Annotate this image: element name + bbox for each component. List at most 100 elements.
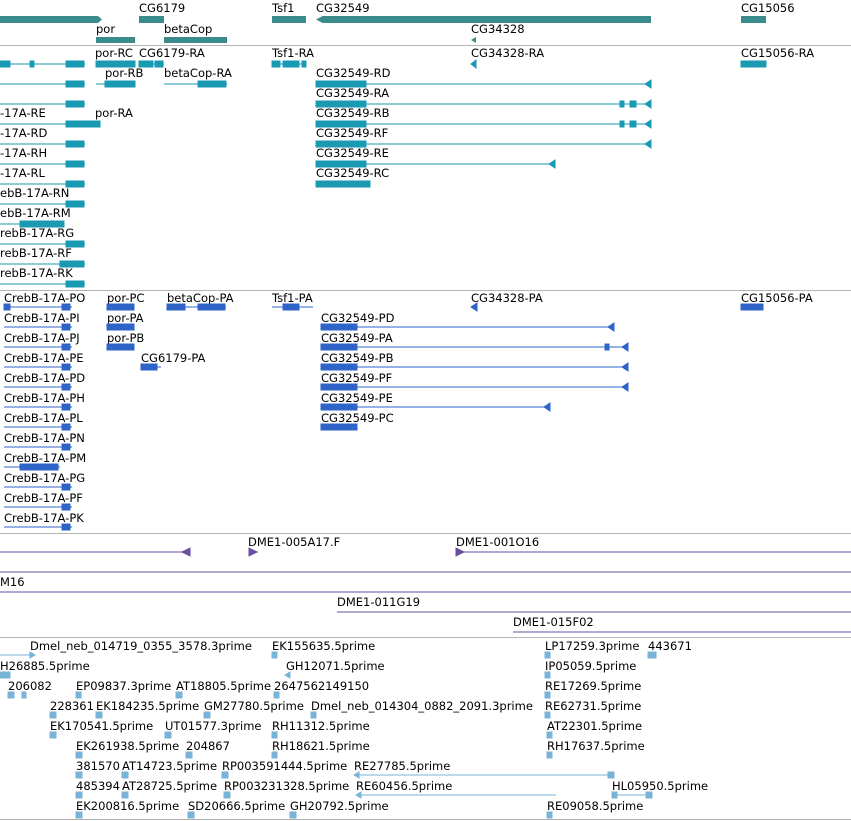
polypeptide-label[interactable]: CG32549-PE [321,391,393,405]
mrna-feature[interactable] [315,159,556,169]
mrna-feature[interactable] [0,160,85,168]
mrna-feature[interactable] [315,180,371,188]
polypeptide-feature[interactable] [320,402,551,412]
est-feature[interactable] [164,731,172,739]
est-feature[interactable] [203,711,211,719]
est-label[interactable]: Dmel_neb_014304_0882_2091.3prime [311,699,533,713]
est-feature[interactable] [544,711,551,719]
polypeptide-feature[interactable] [320,342,629,352]
est-feature[interactable] [647,651,657,659]
mrna-feature[interactable] [315,119,652,129]
polypeptide-label[interactable]: por-PC [107,291,145,305]
polypeptide-label[interactable]: CG32549-PF [321,371,393,385]
est-label[interactable]: RE09058.5prime [547,799,644,813]
polypeptide-feature[interactable] [470,302,478,312]
est-label[interactable]: AT28725.5prime [122,779,218,793]
gene-label-cg15056[interactable]: CG15056 [741,1,795,15]
polypeptide-label[interactable]: CrebB-17A-PI [4,311,80,325]
mrna-feature[interactable] [271,60,307,68]
est-label[interactable]: HL05950.5prime [612,779,709,793]
polypeptide-label[interactable]: CrebB-17A-PF [4,491,83,505]
polypeptide-label[interactable]: CrebB-17A-PG [4,471,86,485]
mrna-label[interactable]: ebB-17A-RM [0,206,71,220]
mrna-feature[interactable] [0,140,85,148]
est-feature[interactable] [611,791,653,799]
clone-label[interactable]: DME1-005A17.F [248,535,341,549]
polypeptide-feature[interactable] [4,483,72,491]
polypeptide-feature[interactable] [4,343,72,351]
gene-feature-betacop[interactable] [164,37,227,43]
polypeptide-label[interactable]: CrebB-17A-PH [4,391,85,405]
mrna-feature[interactable] [164,80,227,88]
est-feature[interactable] [271,731,278,739]
est-label[interactable]: IP05059.5prime [545,659,637,673]
est-feature[interactable] [49,731,57,739]
polypeptide-feature[interactable] [4,463,60,471]
mrna-label[interactable]: Tsf1-RA [272,46,315,60]
polypeptide-feature[interactable] [106,303,135,311]
est-feature[interactable] [289,811,297,819]
est-label[interactable]: RH18621.5prime [272,739,370,753]
est-feature[interactable] [546,811,553,819]
polypeptide-label[interactable]: CG34328-PA [471,291,543,305]
polypeptide-feature[interactable] [166,303,226,311]
mrna-label[interactable]: por-RC [95,46,133,60]
est-label[interactable]: GH12071.5prime [286,659,385,673]
mrna-label[interactable]: por-RB [105,66,144,80]
mrna-feature[interactable] [0,240,85,248]
clone-feature[interactable] [455,547,851,557]
mrna-label[interactable]: rebB-17A-RG [0,226,75,240]
est-label[interactable]: RE17269.5prime [545,679,642,693]
polypeptide-label[interactable]: por-PA [107,311,144,325]
est-feature[interactable] [353,771,615,779]
mrna-label[interactable]: rebB-17A-RF [0,246,72,260]
est-feature[interactable] [544,691,551,699]
est-feature[interactable] [544,651,551,659]
polypeptide-label[interactable]: CrebB-17A-PL [4,411,83,425]
gene-label-cg34328[interactable]: CG34328 [471,22,525,36]
est-label[interactable]: RH11312.5prime [272,719,370,733]
gene-feature-cg34328[interactable] [471,37,476,43]
est-label[interactable]: RE27785.5prime [354,759,451,773]
est-label[interactable]: 443671 [648,639,692,653]
mrna-feature[interactable] [0,100,85,108]
clone-label[interactable]: M16 [0,575,25,589]
est-label[interactable]: AT22301.5prime [547,719,643,733]
mrna-feature[interactable] [0,280,85,288]
mrna-feature[interactable] [95,60,136,68]
est-label[interactable]: Dmel_neb_014719_0355_3578.3prime [30,639,252,653]
mrna-label[interactable]: -17A-RD [0,126,48,140]
mrna-label[interactable]: rebB-17A-RK [0,266,73,280]
est-feature[interactable] [7,691,27,699]
polypeptide-label[interactable]: Tsf1-PA [272,291,313,305]
est-feature[interactable] [187,811,195,819]
polypeptide-feature[interactable] [4,443,72,451]
mrna-label[interactable]: CG32549-RC [316,166,390,180]
est-label[interactable]: GM27780.5prime [204,699,304,713]
est-feature[interactable] [121,771,129,779]
est-feature[interactable] [95,711,103,719]
gene-feature-cg6179[interactable] [139,16,164,23]
est-feature[interactable] [271,751,278,759]
clone-label[interactable]: DME1-001O16 [456,535,540,549]
mrna-label[interactable]: CG32549-RF [316,126,389,140]
polypeptide-feature[interactable] [4,523,72,531]
polypeptide-feature[interactable] [4,323,72,331]
polypeptide-feature[interactable] [4,423,72,431]
mrna-feature[interactable] [96,80,136,88]
clone-label[interactable]: DME1-015F02 [513,615,594,629]
est-label[interactable]: UT01577.3prime [165,719,262,733]
polypeptide-label[interactable]: CG32549-PA [321,331,393,345]
est-feature[interactable] [273,691,280,699]
est-label[interactable]: 485394 [76,779,120,793]
mrna-feature[interactable] [740,60,767,68]
mrna-label[interactable]: -17A-RH [0,146,48,160]
est-label[interactable]: EK184235.5prime [96,699,200,713]
est-feature[interactable] [75,751,83,759]
est-label[interactable]: AT18805.5prime [176,679,272,693]
polypeptide-feature[interactable] [4,503,72,511]
gene-feature-crebb[interactable] [0,16,102,23]
est-feature[interactable] [75,691,82,699]
est-label[interactable]: 206082 [8,679,52,693]
gene-label-betacop[interactable]: betaCop [164,22,213,36]
